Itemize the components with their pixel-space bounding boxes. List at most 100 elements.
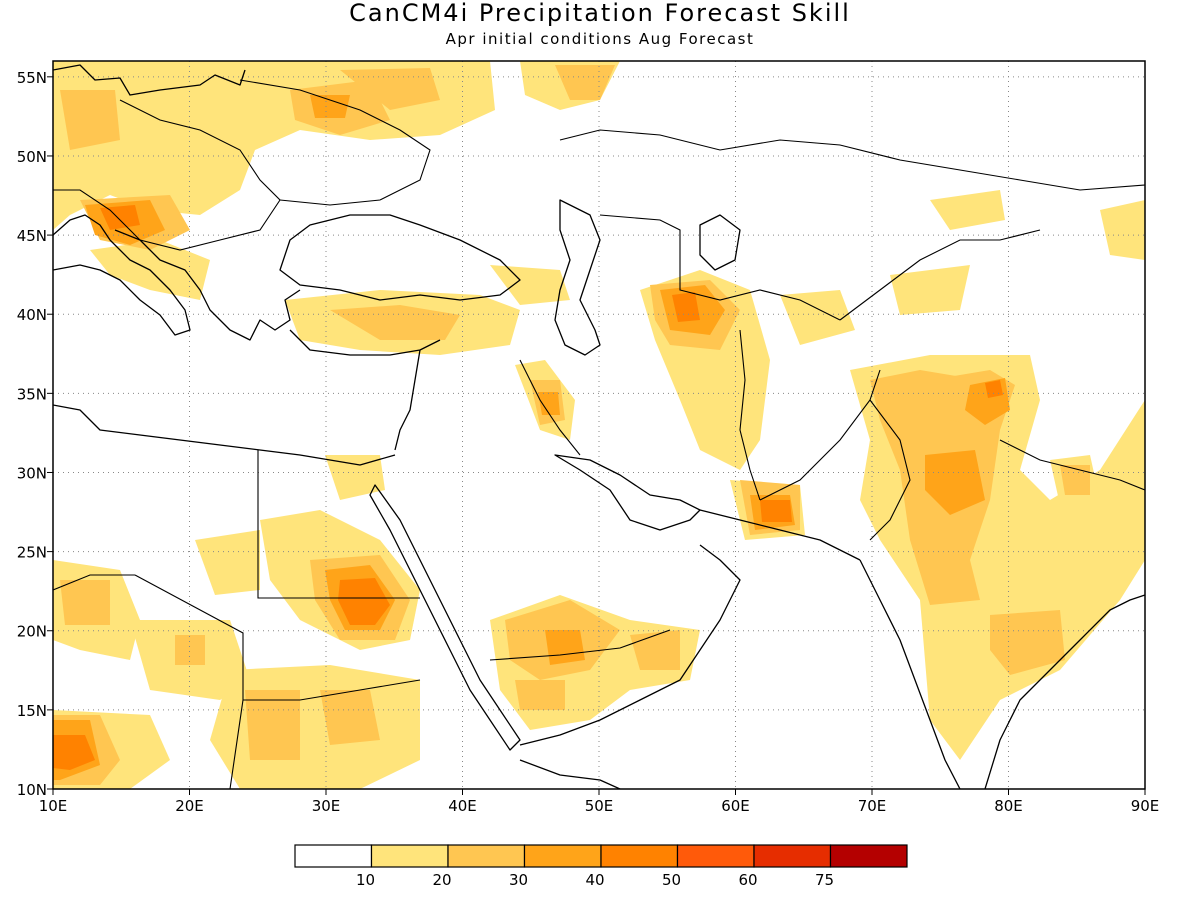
skill-region-sinai: [325, 455, 385, 500]
border-afghan-pakistan: [759, 369, 881, 501]
levant-coast: [394, 349, 421, 451]
colorbar-swatch: [676, 844, 755, 868]
skill-region-sudan-hot: [338, 578, 390, 625]
skill-region-kashmir-hot: [985, 380, 1003, 398]
border-libya-egypt: [257, 450, 420, 599]
coastlines-and-borders: [53, 64, 1145, 789]
skill-region-xinjiang: [890, 265, 970, 315]
skill-fill-layer: [53, 61, 1145, 789]
persian-gulf: [554, 454, 701, 531]
colorbar-label: 75: [815, 871, 834, 889]
border-europe-central: [53, 99, 281, 251]
black-sea-coast: [279, 214, 521, 301]
border-saudi-yemen: [489, 629, 671, 661]
turkey-south-coast: [289, 329, 441, 356]
y-tick-label: 20N: [17, 623, 47, 641]
skill-region-egypt: [195, 530, 260, 595]
skill-region-nepal-core: [1060, 465, 1090, 495]
border-chad-libya: [134, 574, 244, 789]
map-area: [53, 61, 1145, 789]
x-tick-label: 20E: [175, 797, 204, 815]
skill-region-punjab: [925, 450, 985, 515]
x-tick-label: 60E: [721, 797, 750, 815]
border-sudan-south: [243, 679, 421, 701]
colorbar-label: 30: [509, 871, 528, 889]
north-africa-coast: [53, 404, 396, 466]
arabia-south-coast: [519, 544, 741, 746]
skill-region-chad-core: [53, 735, 95, 770]
colorbar-swatch: [829, 844, 908, 868]
y-tick-label: 25N: [17, 544, 47, 562]
y-tick-label: 10N: [17, 781, 47, 799]
border-nepal-bhutan: [999, 439, 1145, 491]
border-russia-kazakh: [559, 129, 1145, 191]
colorbar-swatch: [600, 844, 679, 868]
y-tick-label: 45N: [17, 227, 47, 245]
y-tick-label: 15N: [17, 702, 47, 720]
india-east-coast: [984, 594, 1145, 789]
x-tick-label: 40E: [448, 797, 477, 815]
colorbar-label: 50: [662, 871, 681, 889]
colorbar-swatch: [370, 844, 449, 868]
skill-region-uzbek: [780, 290, 855, 345]
skill-region-croatia-core: [100, 205, 140, 230]
skill-region-russia-south: [340, 68, 440, 110]
skill-region-yemen-core: [545, 630, 585, 665]
skill-region-belarus-core: [310, 95, 350, 118]
skill-region-tigris-core: [538, 392, 560, 415]
x-tick-label: 30E: [312, 797, 341, 815]
x-tick-label: 10E: [39, 797, 68, 815]
skill-region-caspian-north: [555, 65, 615, 100]
map-subtitle: Apr initial conditions Aug Forecast: [446, 30, 755, 48]
colorbar-label: 20: [432, 871, 451, 889]
aral-sea: [699, 214, 741, 271]
border-niger: [53, 574, 135, 591]
y-tick-label: 55N: [17, 69, 47, 87]
border-iran-iraq: [519, 359, 581, 456]
colorbar-label: 10: [356, 871, 375, 889]
colorbar-swatch: [294, 844, 373, 868]
map-title: CanCM4i Precipitation Forecast Skill: [349, 0, 851, 27]
skill-region-kordofan: [320, 690, 380, 745]
skill-region-kazakh: [930, 190, 1005, 230]
y-tick-label: 40N: [17, 306, 47, 324]
skill-region-west-africa-core: [60, 580, 110, 625]
india-west-coast: [859, 559, 961, 789]
x-tick-label: 70E: [858, 797, 887, 815]
skill-region-darfur: [175, 635, 205, 665]
border-pakistan-india: [869, 399, 911, 541]
red-sea: [369, 484, 521, 751]
y-tick-label: 30N: [17, 464, 47, 482]
baltic-coast: [53, 64, 246, 96]
x-tick-label: 50E: [585, 797, 614, 815]
border-kazakh-china: [839, 229, 1041, 321]
border-kazakh-uzbek: [599, 214, 841, 321]
skill-region-sudan-south: [210, 665, 420, 789]
border-iran-afghan: [739, 329, 761, 501]
makran-coast: [699, 509, 861, 561]
caspian-sea: [554, 199, 601, 356]
balkan-coast: [114, 229, 301, 341]
colorbar-swatch: [447, 844, 526, 868]
colorbar: 10 20 30 40 50 60 75: [294, 844, 908, 889]
y-tick-label: 35N: [17, 385, 47, 403]
y-tick-label: 50N: [17, 148, 47, 166]
colorbar-swatch: [523, 844, 602, 868]
skill-region-anatolia: [330, 305, 460, 340]
colorbar-label: 60: [738, 871, 757, 889]
skill-region-ethiopia: [245, 690, 300, 760]
border-ukraine: [239, 79, 431, 206]
africa-horn-coast: [519, 759, 621, 789]
lat-lon-grid: [53, 61, 1145, 789]
skill-region-iran-south-core: [760, 500, 792, 522]
skill-region-caucasus: [490, 265, 570, 305]
skill-region-poland: [60, 90, 120, 150]
x-tick-label: 90E: [1131, 797, 1160, 815]
axis-ticks: 10E 20E 30E 40E 50E 60E 70E 80E 90E 10N 15N 20N 25N 3…: [17, 69, 1160, 815]
skill-region-east-edge: [1100, 200, 1145, 260]
skill-region-hadramaut: [515, 680, 565, 710]
adriatic-italy-coast: [53, 214, 191, 336]
colorbar-swatch: [753, 844, 832, 868]
colorbar-label: 40: [585, 871, 604, 889]
